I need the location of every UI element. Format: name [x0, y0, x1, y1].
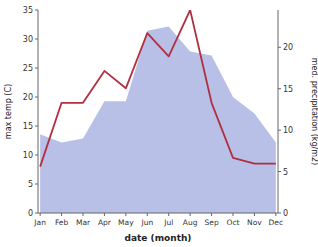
x-tick-label: Aug	[183, 218, 198, 227]
y2-tick-label: 0	[283, 209, 288, 218]
y2-tick-label: 20	[283, 43, 293, 52]
y2-tick	[278, 171, 281, 172]
y2-tick	[278, 47, 281, 48]
y-axis-line	[38, 10, 39, 213]
x-tick	[104, 213, 105, 216]
plot-area	[40, 10, 276, 213]
x-tick-label: Dec	[269, 218, 284, 227]
y-tick	[35, 155, 38, 156]
x-tick	[211, 213, 212, 216]
x-tick-label: May	[118, 218, 134, 227]
y-tick	[35, 184, 38, 185]
y2-tick-label: 10	[283, 126, 293, 135]
x-tick-label: Feb	[55, 218, 69, 227]
y-tick	[35, 68, 38, 69]
y2-axis-label: med. precipitation (kg/m2)	[310, 58, 318, 165]
y2-tick	[278, 88, 281, 89]
y-tick	[35, 97, 38, 98]
y-tick	[35, 10, 38, 11]
y-tick	[35, 126, 38, 127]
x-tick	[40, 213, 41, 216]
x-tick-label: Apr	[98, 218, 112, 227]
y-tick	[35, 213, 38, 214]
x-tick-label: Mar	[76, 218, 91, 227]
x-axis-label: date (month)	[125, 233, 192, 243]
y-tick-label: 15	[23, 122, 33, 131]
y2-tick	[278, 213, 281, 214]
x-tick	[233, 213, 234, 216]
x-tick-label: Jan	[33, 218, 46, 227]
x-tick	[168, 213, 169, 216]
x-tick-label: Jun	[140, 218, 153, 227]
x-tick	[83, 213, 84, 216]
y2-tick-label: 15	[283, 85, 293, 94]
y-tick-label: 35	[23, 6, 33, 15]
y-tick	[35, 39, 38, 40]
x-tick	[254, 213, 255, 216]
x-tick	[275, 213, 276, 216]
precipitation-area	[40, 27, 276, 213]
x-tick	[125, 213, 126, 216]
y-tick-label: 25	[23, 64, 33, 73]
chart: 0 5 10 15 20 25 30 35 0 5 10 15 20 Jan Feb Mar Apr May Jun…	[0, 0, 318, 247]
x-tick	[61, 213, 62, 216]
x-axis-line	[38, 213, 278, 214]
y-tick-label: 20	[23, 93, 33, 102]
y2-axis-line	[278, 10, 279, 213]
y2-tick-label: 5	[283, 168, 288, 177]
y-axis-label: max temp (C)	[4, 84, 13, 139]
x-tick-label: Oct	[227, 218, 240, 227]
y-tick-label: 10	[23, 151, 33, 160]
y-tick-label: 5	[28, 180, 33, 189]
x-tick	[190, 213, 191, 216]
x-tick	[147, 213, 148, 216]
y-tick-label: 0	[28, 209, 33, 218]
x-tick-label: Sep	[205, 218, 219, 227]
x-tick-label: Nov	[247, 218, 262, 227]
y-tick-label: 30	[23, 35, 33, 44]
y2-tick	[278, 130, 281, 131]
temperature-line	[40, 10, 276, 167]
x-tick-label: Jul	[163, 218, 173, 227]
